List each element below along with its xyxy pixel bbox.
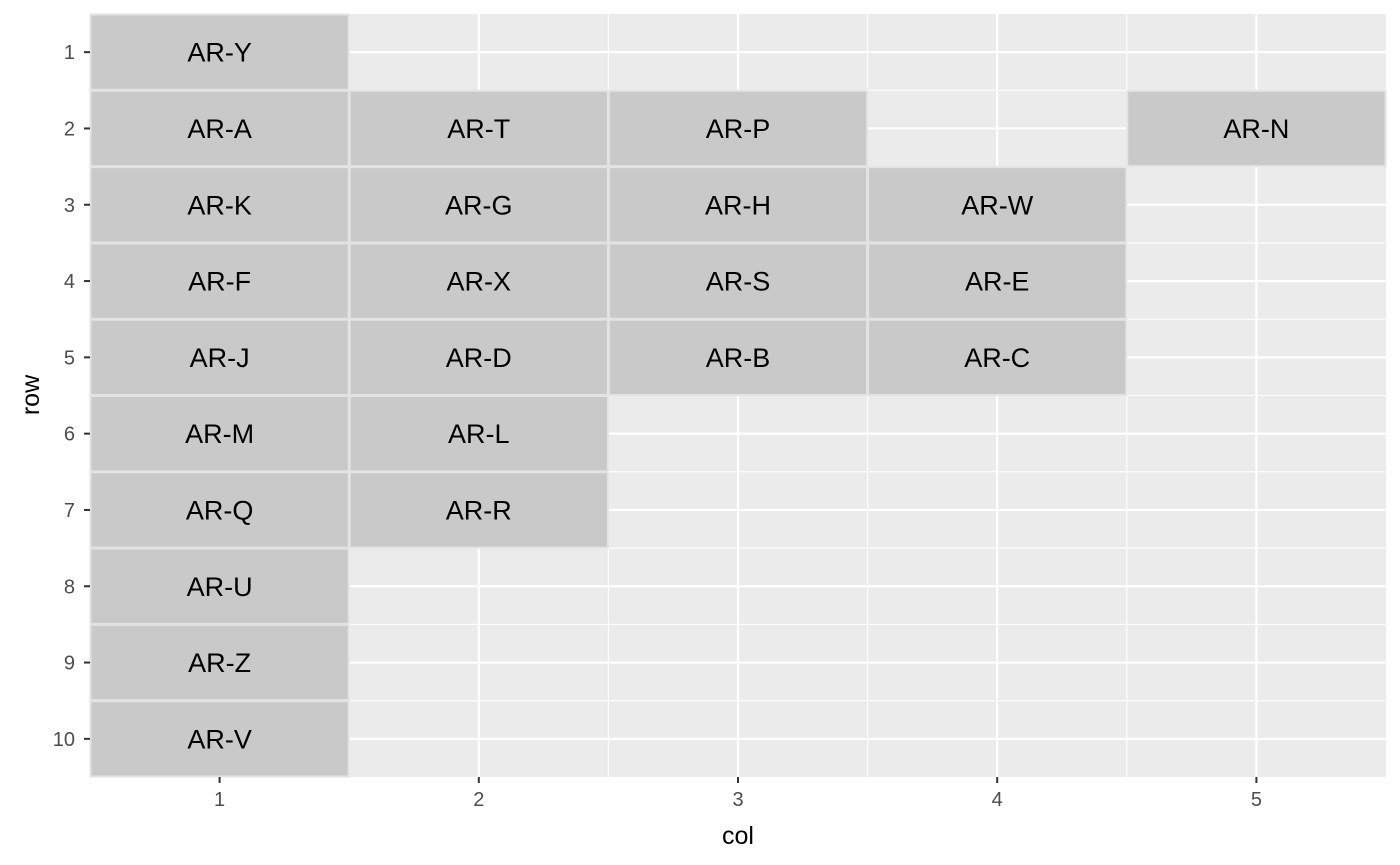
- tile-rect: [89, 89, 350, 168]
- tile-rect: [348, 471, 609, 549]
- tile-label: AR-F: [188, 267, 251, 297]
- tile: AR-U: [89, 547, 350, 625]
- y-axis: 1 2 3 4 5 6 7 8 9 10: [53, 42, 90, 751]
- tile-rect: [1126, 89, 1387, 168]
- tile-label: AR-E: [965, 267, 1030, 297]
- tile-label: AR-M: [185, 419, 254, 449]
- tile: AR-Q: [89, 471, 350, 549]
- tile-label: AR-D: [446, 343, 512, 373]
- tile-label: AR-P: [706, 114, 771, 144]
- tile-rect: [89, 623, 350, 702]
- tile: AR-K: [89, 166, 350, 244]
- tile-label: AR-Q: [186, 495, 254, 525]
- tile-label: AR-U: [187, 572, 253, 602]
- x-tick-label: 5: [1251, 789, 1262, 811]
- tile-label: AR-T: [447, 114, 510, 144]
- tile-rect: [607, 318, 869, 397]
- tile: AR-C: [867, 318, 1128, 397]
- tile: AR-L: [348, 395, 609, 473]
- x-tick-label: 3: [732, 789, 743, 811]
- y-tick-label: 8: [64, 576, 75, 598]
- tile: AR-D: [348, 318, 609, 397]
- tile: AR-M: [89, 395, 350, 473]
- tile: AR-P: [607, 89, 869, 168]
- tile: AR-W: [867, 166, 1128, 244]
- tile: AR-X: [348, 242, 609, 320]
- tile-rect: [867, 166, 1128, 244]
- tile-label: AR-B: [706, 343, 771, 373]
- tile-label: AR-N: [1223, 114, 1289, 144]
- tiles: AR-Y AR-A AR-T AR-P AR-N AR-K AR-G AR-H AR-W AR-F…: [89, 13, 1387, 778]
- tile: AR-S: [607, 242, 869, 320]
- tile: AR-B: [607, 318, 869, 397]
- y-tick-label: 10: [53, 729, 75, 751]
- tile-rect: [348, 242, 609, 320]
- tile: AR-T: [348, 89, 609, 168]
- tile-rect: [89, 547, 350, 625]
- tile-rect: [89, 471, 350, 549]
- tile-label: AR-V: [187, 724, 252, 754]
- tile-label: AR-K: [187, 190, 252, 220]
- y-tick-label: 2: [64, 118, 75, 140]
- y-tick-label: 7: [64, 500, 75, 522]
- tile: AR-Y: [89, 13, 350, 91]
- tile: AR-G: [348, 166, 609, 244]
- tile: AR-N: [1126, 89, 1387, 168]
- tile-label: AR-A: [187, 114, 252, 144]
- y-axis-title: row: [17, 374, 45, 415]
- tile: AR-F: [89, 242, 350, 320]
- tile: AR-R: [348, 471, 609, 549]
- tile: AR-A: [89, 89, 350, 168]
- tile-rect: [607, 89, 869, 168]
- tile-label: AR-J: [190, 343, 250, 373]
- tile: AR-V: [89, 700, 350, 778]
- tile-rect: [89, 700, 350, 778]
- x-tick-label: 1: [214, 789, 225, 811]
- tile-rect: [89, 166, 350, 244]
- tile-label: AR-Z: [188, 648, 251, 678]
- x-tick-label: 2: [473, 789, 484, 811]
- y-tick-label: 3: [64, 195, 75, 217]
- tile-label: AR-G: [445, 190, 513, 220]
- tile-label: AR-Y: [187, 38, 252, 68]
- tile-label: AR-H: [705, 190, 771, 220]
- y-tick-label: 9: [64, 653, 75, 675]
- tile-label: AR-R: [446, 495, 512, 525]
- y-tick-label: 4: [64, 271, 75, 293]
- tile-rect: [89, 318, 350, 397]
- tile: AR-J: [89, 318, 350, 397]
- tile-label: AR-X: [447, 267, 512, 297]
- x-axis: 1 2 3 4 5: [214, 777, 1262, 811]
- tile-label: AR-L: [448, 419, 510, 449]
- tile-rect: [348, 89, 609, 168]
- tile: AR-Z: [89, 623, 350, 702]
- tile-rect: [89, 13, 350, 91]
- x-tick-label: 4: [992, 789, 1003, 811]
- tile-rect: [607, 166, 869, 244]
- tile-label: AR-C: [964, 343, 1030, 373]
- x-axis-title: col: [722, 822, 754, 850]
- y-tick-label: 5: [64, 347, 75, 369]
- tile: AR-H: [607, 166, 869, 244]
- tile: AR-E: [867, 242, 1128, 320]
- tile-label: AR-S: [706, 267, 771, 297]
- tile-rect: [607, 242, 869, 320]
- tile-label: AR-W: [961, 190, 1033, 220]
- y-tick-label: 6: [64, 424, 75, 446]
- y-tick-label: 1: [64, 42, 75, 64]
- tile-rect: [348, 395, 609, 473]
- tile-rect: [348, 166, 609, 244]
- tile-rect: [867, 318, 1128, 397]
